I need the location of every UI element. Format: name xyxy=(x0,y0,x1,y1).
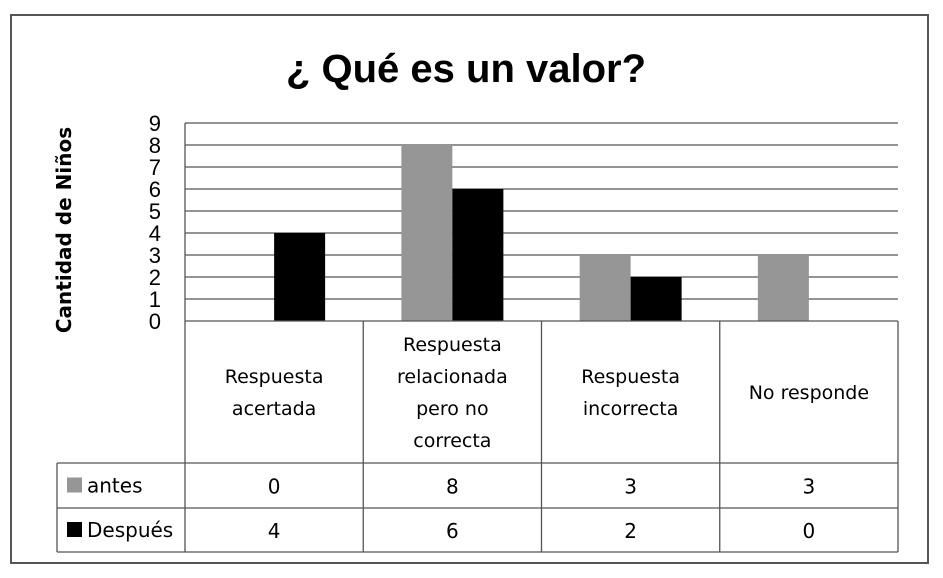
bar-despu-s-0 xyxy=(274,233,326,321)
data-table-value: 3 xyxy=(624,475,637,499)
y-tick-label: 5 xyxy=(149,199,161,224)
data-table-value: 2 xyxy=(624,519,637,543)
category-label: acertada xyxy=(232,398,316,420)
y-tick-label: 2 xyxy=(149,265,161,290)
y-tick-label: 9 xyxy=(149,111,161,136)
bars xyxy=(274,145,809,321)
legend-swatch-despu-s xyxy=(67,522,82,537)
bar-despu-s-2 xyxy=(630,277,682,321)
category-label: No responde xyxy=(749,382,869,404)
data-table-value: 0 xyxy=(268,475,281,499)
y-tick-label: 4 xyxy=(149,221,161,246)
category-label: Respuesta xyxy=(403,334,502,356)
bar-antes-2 xyxy=(579,255,631,321)
category-label: Respuesta xyxy=(225,366,324,388)
data-table-value: 4 xyxy=(268,519,281,543)
legend-label: Después xyxy=(87,518,173,542)
y-tick-label: 1 xyxy=(149,287,161,312)
y-tick-label: 6 xyxy=(149,177,161,202)
category-label: incorrecta xyxy=(583,398,679,420)
y-tick-label: 7 xyxy=(149,155,161,180)
y-tick-label: 3 xyxy=(149,243,161,268)
y-tick-label: 0 xyxy=(149,309,161,334)
bar-despu-s-1 xyxy=(452,189,504,321)
legend-label: antes xyxy=(87,474,143,498)
y-tick-label: 8 xyxy=(149,133,161,158)
category-label: correcta xyxy=(413,430,491,452)
legend-swatch-antes xyxy=(67,477,82,493)
category-label: Respuesta xyxy=(581,366,680,388)
data-table-value: 8 xyxy=(446,475,459,499)
data-table: Respuesta acertada Respuesta relacionada per… xyxy=(56,320,899,553)
category-label: pero no xyxy=(416,398,488,420)
data-table-value: 6 xyxy=(446,519,459,543)
bar-antes-3 xyxy=(757,255,809,321)
y-axis-label: Cantidad de Niños xyxy=(52,127,76,333)
category-label: relacionada xyxy=(397,366,508,388)
data-table-value: 0 xyxy=(803,519,816,543)
data-table-value: 3 xyxy=(803,475,816,499)
chart-title: ¿ Qué es un valor? xyxy=(286,47,646,91)
bar-antes-1 xyxy=(401,145,453,321)
